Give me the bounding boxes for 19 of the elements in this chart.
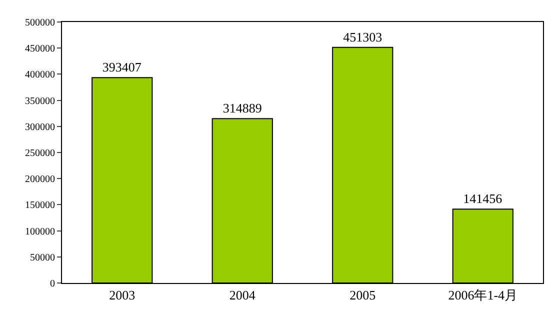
- y-tick-label: 100000: [25, 226, 55, 238]
- y-tick-label: 200000: [25, 174, 55, 186]
- x-tick-label: 2006年1-4月: [448, 288, 518, 303]
- y-tick-label: 0: [50, 278, 55, 290]
- y-tick-label: 50000: [30, 252, 55, 264]
- data-label: 141456: [463, 191, 503, 206]
- y-tick-label: 500000: [25, 18, 55, 28]
- x-tick-label: 2003: [109, 288, 136, 303]
- y-tick-label: 450000: [25, 44, 55, 55]
- y-tick-label: 350000: [25, 96, 55, 107]
- data-label: 393407: [102, 60, 142, 75]
- data-label: 314889: [222, 100, 262, 116]
- x-tick-label: 2004: [229, 288, 256, 303]
- y-tick-label: 150000: [25, 200, 55, 212]
- data-label: 451303: [343, 29, 382, 44]
- x-tick-label: 2005: [350, 288, 376, 303]
- y-tick-label: 250000: [25, 148, 55, 159]
- y-tick-label: 300000: [25, 122, 55, 133]
- y-tick-label: 400000: [25, 70, 55, 81]
